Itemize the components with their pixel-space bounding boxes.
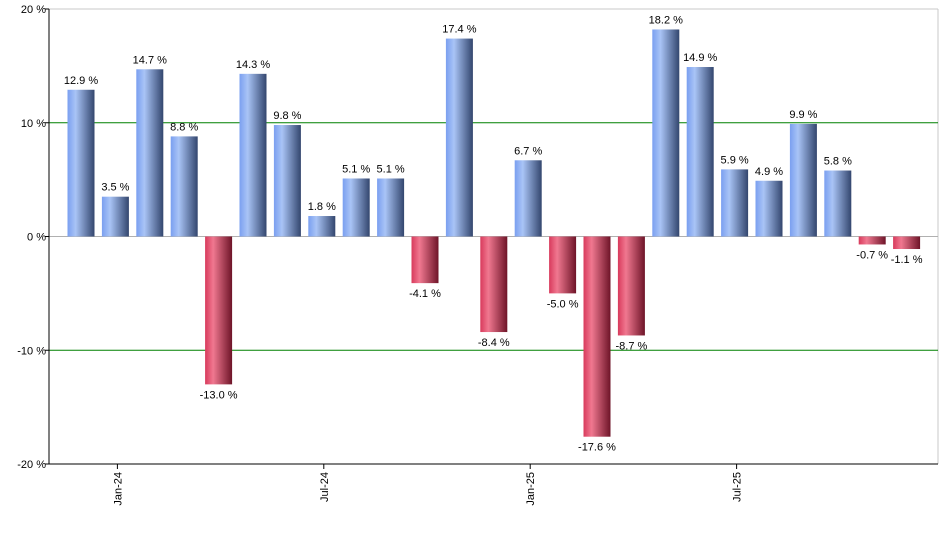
data-label: 18.2 % bbox=[649, 14, 683, 26]
bar-Dec-24 bbox=[480, 236, 508, 333]
data-label: -4.1 % bbox=[409, 288, 441, 300]
data-label: 14.7 % bbox=[133, 54, 167, 66]
data-label: 1.8 % bbox=[308, 201, 336, 213]
data-label: 9.8 % bbox=[273, 110, 301, 122]
y-tick-label: -20 % bbox=[17, 459, 46, 471]
bar-Apr-24 bbox=[205, 236, 233, 385]
x-tick-label: Jan-24 bbox=[112, 472, 124, 506]
x-tick-label: Jul-25 bbox=[732, 472, 744, 502]
data-label: -8.4 % bbox=[478, 337, 510, 349]
bar-Oct-24 bbox=[411, 236, 439, 284]
bar-Jan-24 bbox=[101, 196, 129, 237]
data-label: -13.0 % bbox=[200, 389, 238, 401]
bar-Sep-25 bbox=[789, 123, 817, 237]
data-label: -1.1 % bbox=[891, 254, 923, 266]
data-label: 4.9 % bbox=[755, 166, 783, 178]
bar-Jul-25 bbox=[721, 169, 749, 237]
data-label: 3.5 % bbox=[101, 182, 129, 194]
bar-Nov-25 bbox=[858, 236, 886, 245]
bar-Mar-25 bbox=[583, 236, 611, 437]
data-label: 5.8 % bbox=[824, 156, 852, 168]
y-tick-label: -10 % bbox=[17, 345, 46, 357]
bar-Dec-23 bbox=[67, 89, 95, 237]
y-tick-label: 10 % bbox=[21, 118, 46, 130]
bar-May-25 bbox=[652, 29, 680, 237]
data-label: 8.8 % bbox=[170, 121, 198, 133]
data-label: 14.3 % bbox=[236, 59, 270, 71]
bar-Mar-24 bbox=[170, 136, 198, 237]
x-tick-label: Jul-24 bbox=[319, 472, 331, 502]
data-label: -17.6 % bbox=[578, 442, 616, 454]
data-label: -0.7 % bbox=[856, 249, 888, 261]
y-tick-label: 20 % bbox=[21, 4, 46, 16]
bar-May-24 bbox=[239, 73, 267, 237]
data-label: 12.9 % bbox=[64, 75, 98, 87]
bar-Apr-25 bbox=[617, 236, 645, 336]
bar-Jul-24 bbox=[308, 216, 336, 237]
data-label: 9.9 % bbox=[789, 109, 817, 121]
data-label: 5.1 % bbox=[377, 163, 405, 175]
data-label: -5.0 % bbox=[547, 298, 579, 310]
bar-Jun-25 bbox=[686, 67, 714, 237]
data-label: 5.1 % bbox=[342, 163, 370, 175]
data-label: 14.9 % bbox=[683, 52, 717, 64]
data-label: -8.7 % bbox=[616, 340, 648, 352]
bar-Aug-25 bbox=[755, 180, 783, 237]
data-label: 5.9 % bbox=[721, 154, 749, 166]
bar-Aug-24 bbox=[342, 178, 370, 237]
x-tick-label: Jan-25 bbox=[525, 472, 537, 506]
data-label: 17.4 % bbox=[442, 24, 476, 36]
bar-Feb-25 bbox=[549, 236, 577, 294]
bar-Sep-24 bbox=[377, 178, 405, 237]
bar-Oct-25 bbox=[824, 170, 852, 237]
bar-Jun-24 bbox=[273, 125, 301, 237]
bar-Feb-24 bbox=[136, 69, 164, 237]
bar-Dec-25 bbox=[893, 236, 921, 250]
bar-Jan-25 bbox=[514, 160, 542, 237]
y-tick-label: 0 % bbox=[27, 232, 46, 244]
bar-Nov-24 bbox=[445, 38, 473, 237]
data-label: 6.7 % bbox=[514, 145, 542, 157]
